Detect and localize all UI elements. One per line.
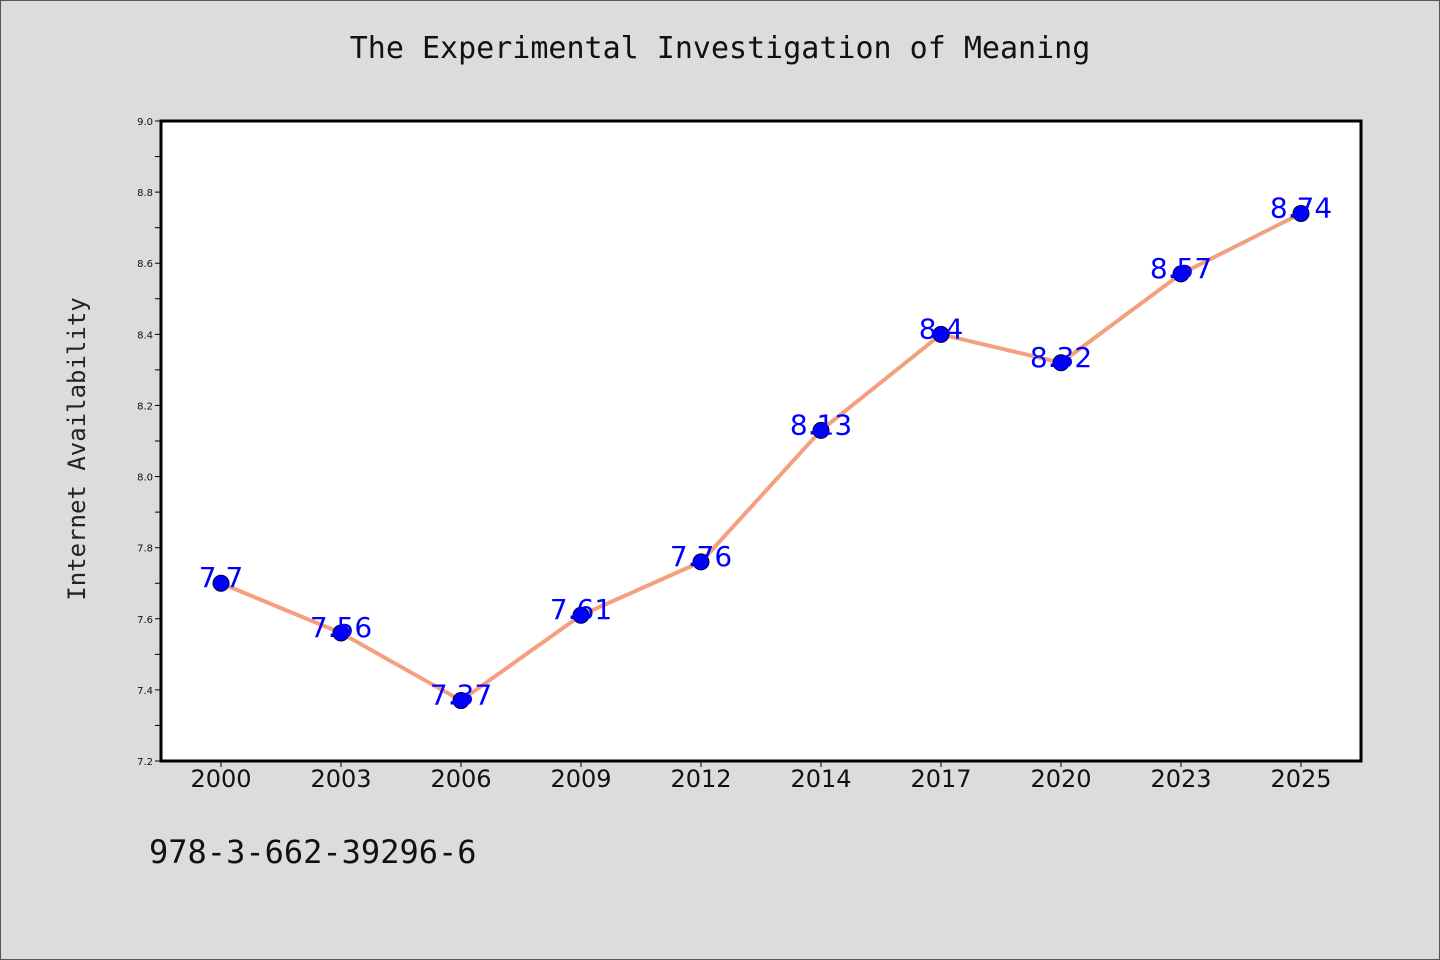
data-point xyxy=(1052,354,1070,372)
data-label: 8.74 xyxy=(1270,191,1332,224)
x-axis-ticks: 2000 2003 2006 2009 2012 2014 2017 2020 2023 2025 xyxy=(190,761,1332,793)
x-tick-label: 2017 xyxy=(910,765,971,793)
x-tick-label: 2012 xyxy=(670,765,731,793)
data-point xyxy=(692,553,710,571)
y-tick-label: 8.6 xyxy=(137,259,153,270)
data-label: 7.76 xyxy=(670,540,732,573)
data-label: 8.4 xyxy=(919,312,964,345)
y-axis-ticks: 7.2 7.4 7.6 7.8 8.0 8.2 8.4 8.6 8.8 9.0 xyxy=(137,117,161,768)
x-tick-label: 2006 xyxy=(430,765,491,793)
data-point xyxy=(332,624,350,642)
data-point xyxy=(1172,265,1190,283)
x-tick-label: 2000 xyxy=(190,765,251,793)
y-tick-label: 8.0 xyxy=(137,473,153,484)
y-tick-label: 8.4 xyxy=(137,330,153,341)
x-tick-label: 2025 xyxy=(1270,765,1331,793)
y-tick-label: 8.2 xyxy=(137,401,153,412)
data-label: 8.32 xyxy=(1030,341,1092,374)
y-tick-label: 7.2 xyxy=(137,757,153,768)
chart-title: The Experimental Investigation of Meanin… xyxy=(349,31,1091,66)
data-point xyxy=(812,421,830,439)
data-label: 7.37 xyxy=(430,679,492,712)
data-label: 8.13 xyxy=(790,408,852,441)
x-tick-label: 2023 xyxy=(1150,765,1211,793)
data-point xyxy=(212,574,230,592)
y-tick-label: 8.8 xyxy=(137,188,153,199)
series-group: 7.7 7.56 7.37 7.61 7.76 8.13 8.4 8.32 8.57 8.74 xyxy=(199,191,1332,711)
series-line xyxy=(220,211,1302,703)
plot-area xyxy=(159,119,1363,763)
isbn-text: 978-3-662-39296-6 xyxy=(149,833,477,871)
data-label: 7.61 xyxy=(550,593,612,626)
data-label: 7.56 xyxy=(310,611,372,644)
data-point xyxy=(452,692,470,710)
x-tick-label: 2009 xyxy=(550,765,611,793)
data-label: 8.57 xyxy=(1150,252,1212,285)
data-point xyxy=(1292,204,1310,222)
data-point xyxy=(932,325,950,343)
y-tick-label: 9.0 xyxy=(137,117,153,128)
x-tick-label: 2014 xyxy=(790,765,851,793)
y-tick-label: 7.4 xyxy=(137,686,153,697)
data-point xyxy=(572,606,590,624)
data-label: 7.7 xyxy=(199,561,244,594)
x-tick-label: 2003 xyxy=(310,765,371,793)
x-tick-label: 2020 xyxy=(1030,765,1091,793)
y-tick-label: 7.6 xyxy=(137,615,153,626)
y-tick-label: 7.8 xyxy=(137,544,153,555)
